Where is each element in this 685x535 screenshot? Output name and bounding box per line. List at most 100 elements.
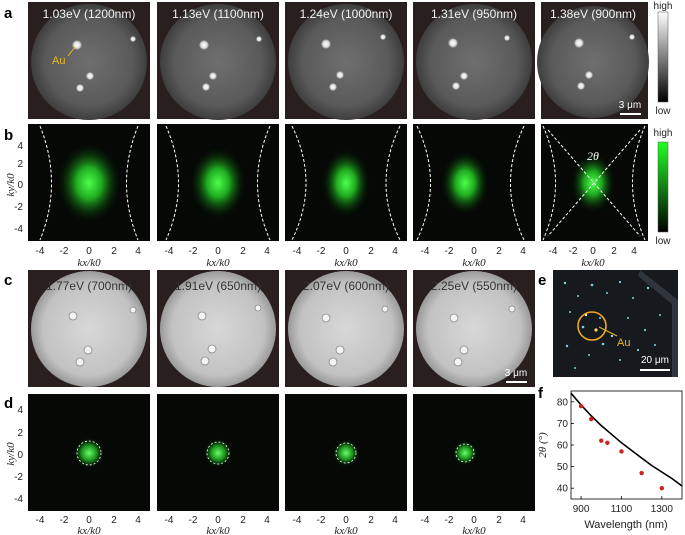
panel-e-image: Au 20 μm (553, 270, 678, 377)
svg-text:-2: -2 (189, 246, 198, 257)
row-b: ky/k0 4 2 0 -2 -4 (5, 124, 648, 269)
panel-letter-d: d (4, 395, 13, 412)
kspace-b-2 (157, 124, 279, 241)
svg-text:-4: -4 (421, 515, 430, 526)
svg-text:0: 0 (471, 515, 477, 526)
image-c-4: 2.25eV (550nm) 3 μm (413, 270, 535, 387)
data-point (659, 486, 665, 491)
svg-text:0: 0 (343, 246, 349, 257)
image-c-1: 1.77eV (700nm) (28, 270, 150, 387)
data-point (619, 449, 624, 454)
x-ticks: 900 1100 1300 (573, 496, 673, 515)
y-tick: 2 (17, 428, 23, 439)
svg-text:-4: -4 (293, 515, 302, 526)
row-c: 1.77eV (700nm) 1.91eV (650nm) 2.07eV (60… (28, 270, 535, 387)
gray-colorbar: high low (654, 1, 673, 117)
y-tick: 0 (17, 180, 23, 191)
colorbar-low: low (655, 236, 671, 247)
image-title: 1.91eV (650nm) (175, 279, 261, 293)
au-circle (577, 311, 607, 341)
kspace-d-2 (157, 394, 279, 511)
kspace-b-1 (28, 124, 150, 241)
panel-f-chart: 40 50 60 70 80 900 1100 1300 2θ (°) Wavelength… (537, 390, 683, 531)
y-tick: -2 (14, 202, 23, 213)
image-title: 1.77eV (700nm) (46, 279, 132, 293)
panel-letter-c: c (4, 272, 12, 289)
svg-text:2: 2 (368, 515, 374, 526)
image-title: 1.38eV (900nm) (550, 7, 636, 21)
svg-text:4: 4 (135, 246, 141, 257)
panel-letter-b: b (4, 127, 13, 144)
colorbar-high: high (654, 1, 673, 12)
svg-text:2: 2 (368, 246, 374, 257)
y-axis-label: 2θ (°) (537, 432, 549, 458)
svg-text:2: 2 (496, 515, 502, 526)
x-tick-label: 1100 (611, 504, 633, 515)
y-tick: -2 (14, 472, 23, 483)
svg-text:2: 2 (496, 246, 502, 257)
scale-bar-label: 20 μm (641, 355, 669, 366)
data-point (639, 470, 644, 476)
data-point (578, 403, 584, 409)
y-axis-label: ky/k0 (5, 173, 17, 197)
svg-text:-2: -2 (569, 246, 578, 257)
image-a-4: 1.31eV (950nm) (413, 2, 535, 120)
svg-text:2: 2 (111, 515, 117, 526)
svg-text:-2: -2 (445, 515, 454, 526)
image-a-1: Au 1.03eV (1200nm) (28, 2, 150, 120)
svg-text:2: 2 (111, 246, 117, 257)
x-tick-label: 900 (573, 504, 590, 515)
au-label: Au (52, 55, 65, 67)
colorbar-low: low (655, 106, 671, 117)
x-axis-label: kx/k0 (462, 257, 486, 269)
svg-text:0: 0 (86, 246, 92, 257)
kspace-d-3 (285, 394, 407, 511)
svg-text:-4: -4 (549, 246, 558, 257)
y-tick: -4 (14, 224, 23, 235)
y-tick-label: 50 (557, 462, 569, 473)
image-c-2: 1.91eV (650nm) (157, 270, 279, 387)
svg-text:4: 4 (520, 246, 526, 257)
image-a-2: 1.13eV (1100nm) (157, 2, 279, 120)
y-tick: 4 (17, 141, 23, 152)
y-axis-label: ky/k0 (5, 442, 17, 466)
svg-text:2: 2 (611, 246, 617, 257)
svg-text:-4: -4 (165, 246, 174, 257)
image-title: 1.24eV (1000nm) (300, 7, 393, 21)
x-axis-label: kx/k0 (206, 257, 230, 269)
svg-text:-2: -2 (317, 515, 326, 526)
image-a-5: 1.38eV (900nm) 3 μm (537, 2, 649, 119)
panel-letter-e: e (538, 272, 546, 289)
svg-text:0: 0 (343, 515, 349, 526)
svg-text:0: 0 (471, 246, 477, 257)
svg-text:-4: -4 (421, 246, 430, 257)
image-a-3: 1.24eV (1000nm) (285, 2, 407, 120)
y-tick: 4 (17, 405, 23, 416)
svg-text:0: 0 (590, 246, 596, 257)
svg-text:-2: -2 (445, 246, 454, 257)
x-axis-label: Wavelength (nm) (584, 519, 667, 531)
y-tick-label: 40 (557, 484, 569, 495)
y-tick: 2 (17, 159, 23, 170)
data-point (605, 440, 610, 446)
svg-text:4: 4 (392, 246, 398, 257)
x-axis-label: kx/k0 (77, 257, 101, 269)
y-tick-label: 80 (557, 397, 569, 408)
x-axis-label: kx/k0 (581, 257, 605, 269)
x-axis-label: kx/k0 (77, 525, 101, 535)
y-tick-label: 70 (557, 419, 569, 430)
svg-text:0: 0 (86, 515, 92, 526)
svg-text:-2: -2 (60, 246, 69, 257)
y-tick: 0 (17, 450, 23, 461)
row-b-xticks: -4 -2 0 2 4 -4 -2 0 2 4 -4 -2 0 2 4 -4 -… (36, 246, 638, 257)
green-colorbar: high low (654, 128, 673, 247)
theta-label: 2θ (587, 149, 599, 163)
particle-field (563, 280, 661, 369)
svg-text:4: 4 (392, 515, 398, 526)
data-points (578, 403, 665, 491)
image-c-3: 2.07eV (600nm) (285, 270, 407, 387)
image-title: 1.13eV (1100nm) (172, 7, 264, 21)
svg-text:4: 4 (631, 246, 637, 257)
svg-text:4: 4 (264, 246, 270, 257)
